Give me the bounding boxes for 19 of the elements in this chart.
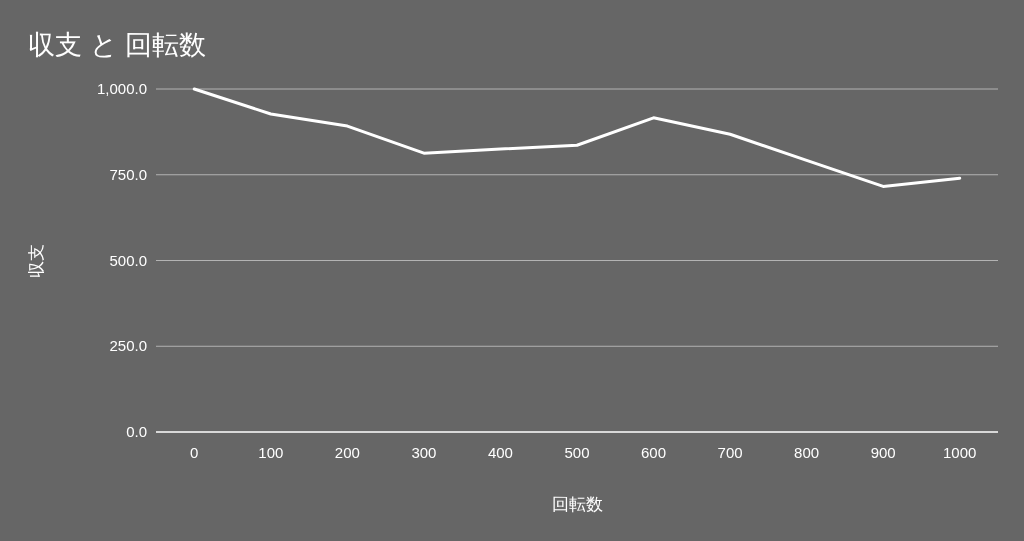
x-tick-label: 900 [870, 444, 896, 461]
x-tick-label: 800 [794, 444, 820, 461]
chart-title: 収支 と 回転数 [28, 30, 207, 60]
y-tick-label: 250.0 [109, 337, 147, 355]
x-tick-label: 600 [641, 444, 667, 461]
x-tick-label: 1000 [943, 444, 977, 461]
y-tick-label: 750.0 [109, 165, 147, 183]
x-tick-label: 400 [487, 444, 513, 461]
y-tick-label: 0.0 [126, 423, 147, 440]
x-tick-label: 300 [411, 444, 437, 461]
y-tick-label: 500.0 [109, 251, 147, 269]
x-axis-title: 回転数 [551, 495, 603, 514]
y-tick-label: 1,000.0 [96, 80, 147, 97]
x-tick-label: 500 [564, 444, 590, 461]
x-tick-label: 100 [258, 444, 284, 461]
y-axis-title: 収支 [27, 243, 46, 278]
x-tick-label: 200 [334, 444, 360, 461]
x-tick-label: 700 [717, 444, 743, 461]
x-tick-label: 0 [190, 444, 199, 461]
